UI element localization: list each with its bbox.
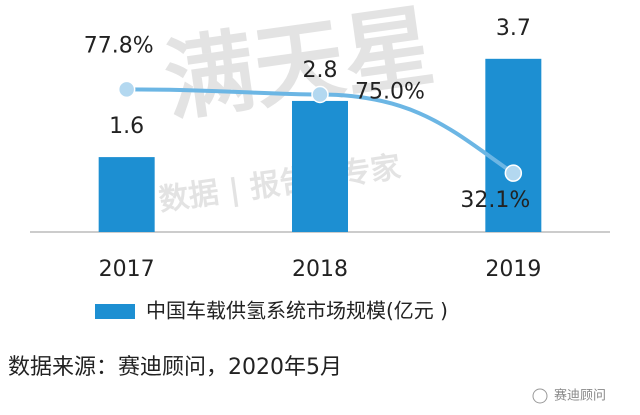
- bar: [292, 100, 348, 232]
- line-value-label: 32.1%: [460, 188, 530, 213]
- line-marker: [311, 85, 329, 104]
- line-marker: [504, 164, 523, 182]
- x-tick-label: 2019: [485, 257, 541, 282]
- watermark-tagline: 数据 | 报告 | 专家: [157, 150, 403, 219]
- bar: [98, 157, 155, 232]
- x-tick-label: 2018: [292, 257, 348, 282]
- x-tick-label: 2017: [99, 257, 155, 282]
- wechat-icon: [532, 388, 548, 404]
- bar-value-label: 3.7: [496, 16, 531, 41]
- line-value-label: 75.0%: [355, 80, 425, 105]
- bar-value-label: 1.6: [109, 114, 144, 139]
- legend-swatch: [95, 304, 135, 319]
- bar: [485, 58, 542, 233]
- account: 赛迪顾问: [554, 388, 606, 404]
- legend-label: 中国车载供氢系统市场规模(亿元 ): [146, 299, 448, 323]
- bar-value-label: 2.8: [303, 58, 338, 83]
- source: 数据来源：赛迪顾问，2020年5月: [8, 355, 342, 380]
- line-value-label: 77.8%: [84, 33, 154, 58]
- line-marker: [117, 80, 136, 99]
